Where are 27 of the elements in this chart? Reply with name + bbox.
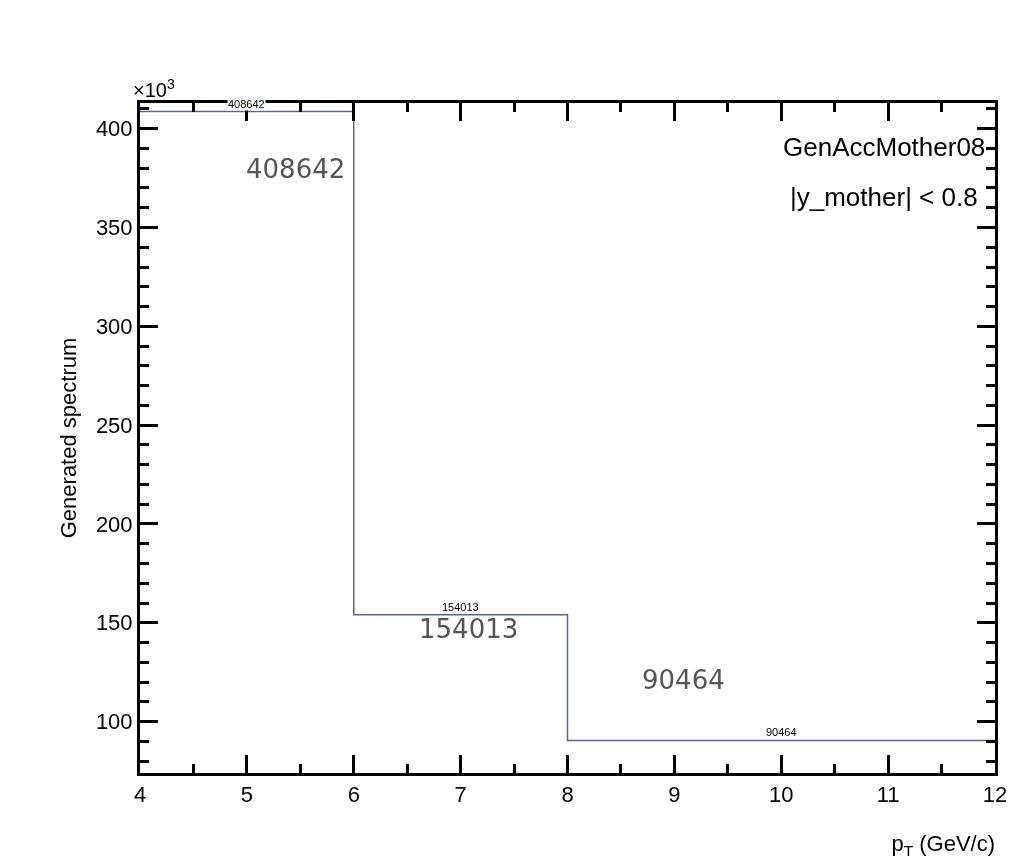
- annotation: 408642: [228, 98, 265, 110]
- annotation: |y_mother| < 0.8: [790, 182, 978, 212]
- x-tick-label: 5: [240, 782, 254, 808]
- x-tick-label: 9: [668, 782, 681, 808]
- x-tick-label: 4: [133, 782, 147, 808]
- y-tick-label: 350: [95, 215, 133, 241]
- y-tick-label: 300: [95, 314, 133, 340]
- annotation: 90464: [766, 726, 797, 738]
- annotation: 90464: [642, 665, 725, 695]
- annotation: 154013: [419, 614, 519, 644]
- x-tick-label: 7: [454, 782, 467, 808]
- x-tick-label: 6: [347, 782, 360, 808]
- y-tick-label: 250: [95, 412, 133, 438]
- annotation: 408642: [246, 154, 346, 184]
- annotation: 154013: [442, 601, 479, 613]
- y-tick-label: 400: [95, 116, 133, 142]
- text: ×10$^{3}$: [133, 76, 175, 102]
- y-tick-label: 200: [95, 511, 133, 537]
- x-tick-label: 12: [982, 782, 1008, 808]
- y-tick-label: 100: [95, 709, 133, 735]
- x-tick-label: 10: [769, 782, 794, 808]
- y-axis-title: Generated spectrum: [55, 337, 81, 539]
- x-tick-label: 8: [561, 782, 574, 808]
- x-axis-title: p$_{T}$ (GeV/c): [891, 831, 995, 859]
- y-tick-label: 150: [95, 610, 133, 636]
- x-tick-label: 11: [876, 782, 900, 808]
- annotation: GenAccMother08: [783, 132, 986, 162]
